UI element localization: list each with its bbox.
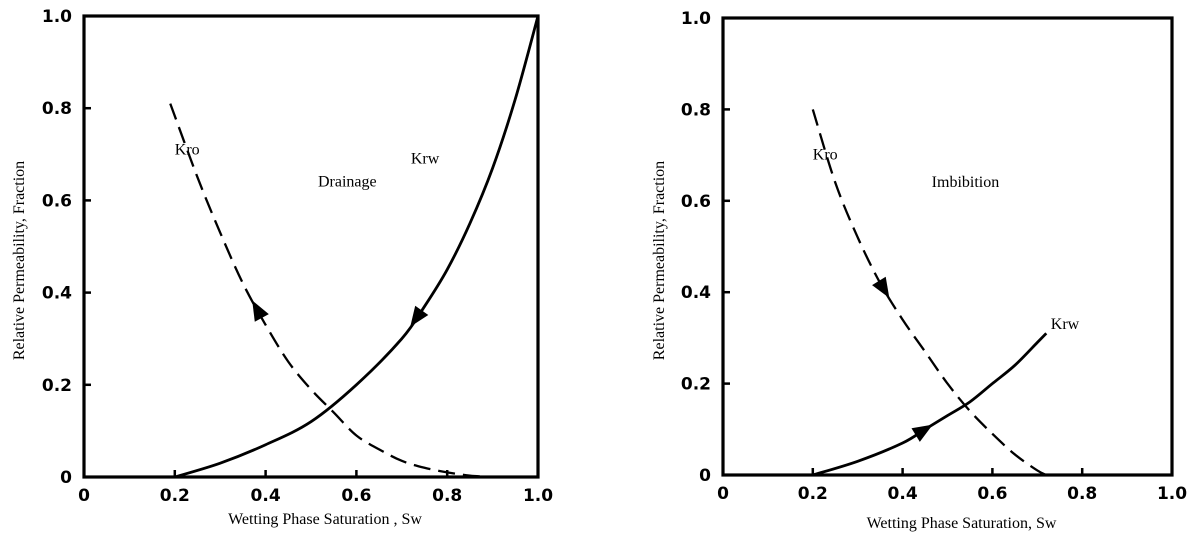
y-tick-label: 0.2 [42, 376, 72, 396]
process-annotation: Imbibition [932, 174, 1000, 191]
krw-direction-arrow [410, 305, 429, 327]
y-tick-label: 0.6 [42, 191, 72, 211]
series-kro-label: Kro [175, 141, 200, 158]
y-axis-title: Relative Permeability, Fraction [651, 161, 668, 360]
y-axis-title: Relative Permeability, Fraction [11, 161, 28, 360]
series-krw-line [174, 15, 540, 479]
series-krw-label: Krw [1051, 316, 1080, 333]
x-tick-label: 0 [78, 486, 90, 506]
plot-frame [721, 16, 1174, 477]
series-krw-line [812, 332, 1048, 477]
y-tick-label: 0.4 [42, 284, 72, 304]
y-tick-label: 0.6 [681, 192, 711, 212]
x-tick-label: 0.2 [160, 486, 190, 506]
y-tick-label: 1.0 [42, 7, 72, 27]
x-tick-label: 0.4 [251, 486, 281, 506]
x-tick-label: 1.0 [523, 486, 553, 506]
series-kro-line [169, 103, 493, 479]
x-tick-label: 0.8 [1067, 484, 1097, 504]
y-tick-label: 0.2 [681, 375, 711, 395]
kro-direction-arrow [252, 300, 269, 322]
y-tick-label: 0.8 [42, 99, 72, 119]
x-tick-label: 0 [717, 484, 729, 504]
x-axis-title: Wetting Phase Saturation , Sw [228, 511, 422, 528]
series-kro-label: Kro [813, 147, 838, 164]
x-tick-label: 0.8 [432, 486, 462, 506]
krw-direction-arrow [911, 424, 933, 442]
y-tick-label: 0.4 [681, 283, 711, 303]
y-tick-label: 1.0 [681, 9, 711, 29]
x-tick-label: 0.2 [798, 484, 828, 504]
series-kro-line [811, 109, 1047, 477]
series-krw-label: Krw [411, 151, 440, 168]
y-tick-label: 0 [60, 468, 72, 488]
plot-frame [82, 14, 540, 479]
x-tick-label: 0.6 [977, 484, 1007, 504]
imbibition-chart: 0 0.2 0.4 0.6 0.8 1.0 0 0.2 0.4 0.6 0.8 1.0 Wetting … [651, 9, 1187, 532]
x-axis-title: Wetting Phase Saturation, Sw [867, 515, 1057, 532]
y-tick-label: 0.8 [681, 100, 711, 120]
x-tick-label: 0.4 [888, 484, 918, 504]
x-tick-label: 0.6 [341, 486, 371, 506]
process-annotation: Drainage [318, 174, 377, 191]
x-tick-label: 1.0 [1157, 484, 1187, 504]
y-tick-label: 0 [699, 466, 711, 486]
drainage-chart: 0 0.2 0.4 0.6 0.8 1.0 0 0.2 0.4 0.6 0.8 1.0 Wetting … [11, 7, 553, 528]
kro-direction-arrow [872, 276, 890, 299]
